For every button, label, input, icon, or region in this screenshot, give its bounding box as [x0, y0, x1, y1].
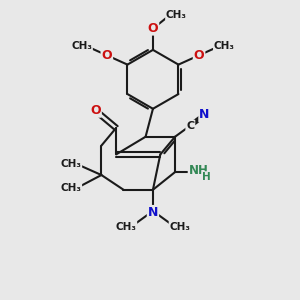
Text: O: O [90, 104, 101, 117]
Text: CH₃: CH₃ [60, 159, 81, 169]
Text: N: N [199, 109, 210, 122]
Text: CH₃: CH₃ [60, 183, 81, 193]
Text: CH₃: CH₃ [214, 41, 235, 51]
Text: O: O [101, 49, 112, 62]
Text: CH₃: CH₃ [71, 41, 92, 51]
Text: O: O [194, 49, 204, 62]
Text: CH₃: CH₃ [169, 222, 190, 232]
Text: N: N [148, 206, 158, 219]
Text: O: O [148, 22, 158, 34]
Text: H: H [202, 172, 211, 182]
Text: C: C [186, 121, 194, 130]
Text: CH₃: CH₃ [166, 10, 187, 20]
Text: NH: NH [189, 164, 208, 176]
Text: CH₃: CH₃ [116, 222, 136, 232]
